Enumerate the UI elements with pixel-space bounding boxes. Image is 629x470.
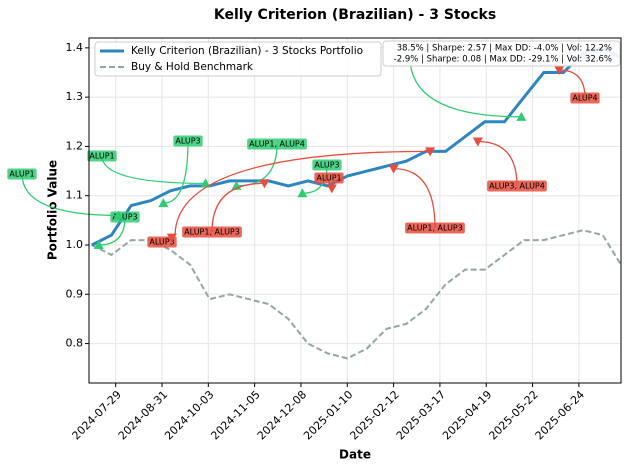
annotation-text: ALUP1: [89, 152, 114, 161]
y-tick-label: 1.4: [66, 41, 84, 54]
y-tick-label: 0.8: [66, 337, 84, 350]
legend-box: [94, 41, 382, 77]
annotation-text: ALUP1, ALUP3: [407, 224, 463, 233]
annotation-label: ALUP3: [110, 211, 140, 223]
annotation-text: ALUP3, ALUP4: [489, 182, 545, 191]
series-line: [91, 46, 621, 247]
sell-marker: [166, 233, 177, 243]
annotation-box: [87, 150, 117, 162]
y-tick-label: 1.0: [66, 238, 84, 251]
annotation-arrow: [477, 140, 518, 187]
annotation-text: ALUP3: [175, 137, 200, 146]
annotation-box: [182, 226, 242, 238]
annotation-text: ALUP3: [314, 161, 339, 170]
annotation-box: [173, 135, 203, 147]
annotation-label: ALUP1, ALUP4: [247, 138, 307, 150]
plot-area: [91, 46, 621, 360]
y-tick-label: 0.9: [66, 287, 84, 300]
series-line: [91, 229, 621, 360]
annotation-text: ALUP4: [572, 94, 597, 103]
legend: Kelly Criterion (Brazilian) - 3 Stocks P…: [94, 41, 382, 77]
sell-marker: [554, 66, 565, 76]
annotation-label: ALUP4: [570, 92, 600, 104]
y-axis-label: Portfolio Value: [46, 160, 60, 260]
stats-bg: [382, 40, 621, 67]
annotation-arrow: [409, 56, 522, 118]
annotation-box: [147, 236, 177, 248]
annotation-text: ALUP1, ALUP3: [184, 228, 240, 237]
annotation-text: ALUP3: [149, 238, 174, 247]
annotation-label: ALUP3: [147, 236, 177, 248]
annotation-box: [405, 222, 465, 234]
legend-label: Kelly Criterion (Brazilian) - 3 Stocks P…: [131, 45, 363, 57]
chart-title: Kelly Criterion (Brazilian) - 3 Stocks: [214, 7, 496, 23]
annotation-text: ALUP1, ALUP4: [249, 140, 305, 149]
annotation-text: ALUP1: [316, 174, 341, 183]
sell-marker: [388, 164, 399, 174]
annotation-arrow: [21, 173, 119, 217]
y-tick-label: 1.1: [66, 189, 84, 202]
plot-frame: [88, 37, 622, 384]
annotation-box: [487, 180, 547, 192]
annotation-box: [7, 168, 37, 180]
annotations: ALUP3 ALUP1 ALUP3 ALUP1 ALUP1, ALUP4 ALUP3 ALU…: [7, 56, 600, 249]
stats-line: -2.9% | Sharpe: 0.08 | Max DD: -29.1% | …: [394, 55, 612, 65]
annotation-box: [247, 138, 307, 150]
buy-marker: [113, 210, 124, 220]
x-axis-label: Date: [339, 448, 371, 462]
annotation-label: ALUP1, ALUP3: [182, 226, 242, 238]
buy-marker: [93, 240, 104, 249]
annotation-text: ALUP1: [9, 170, 34, 179]
sell-marker: [326, 184, 337, 194]
annotation-box: [570, 92, 600, 104]
annotation-text: ALUP3: [112, 213, 137, 222]
buy-marker: [200, 178, 211, 188]
x-tick-label: 2025-06-24: [533, 388, 587, 442]
buy-marker: [158, 198, 169, 208]
stats-box: 38.5% | Sharpe: 2.57 | Max DD: -4.0% | V…: [382, 40, 621, 67]
annotation-arrow: [211, 182, 265, 233]
annotation-arrow: [393, 167, 436, 229]
annotation-label: ALUP3: [173, 135, 203, 147]
annotation-arrow: [174, 150, 431, 237]
annotation-arrow: [163, 140, 189, 204]
stats-line: 38.5% | Sharpe: 2.57 | Max DD: -4.0% | V…: [397, 44, 612, 54]
annotation-box: [314, 172, 344, 184]
buy-marker: [297, 188, 308, 198]
sell-marker: [259, 179, 270, 189]
annotation-label: ALUP3, ALUP4: [487, 180, 547, 192]
sell-marker: [425, 147, 436, 157]
annotation-label: ALUP1, ALUP3: [405, 222, 465, 234]
annotation-box: [312, 159, 342, 171]
annotation-label: ALUP3: [312, 159, 342, 171]
y-tick-label: 1.3: [66, 90, 84, 103]
legend-label: Buy & Hold Benchmark: [131, 61, 254, 73]
annotation-arrow: [101, 155, 206, 185]
annotation-label: ALUP1: [7, 168, 37, 180]
annotation-label: ALUP1: [314, 172, 344, 184]
y-tick-label: 1.2: [66, 139, 84, 152]
sell-marker: [472, 137, 483, 147]
annotation-label: ALUP1: [87, 150, 117, 162]
buy-marker: [516, 111, 527, 121]
